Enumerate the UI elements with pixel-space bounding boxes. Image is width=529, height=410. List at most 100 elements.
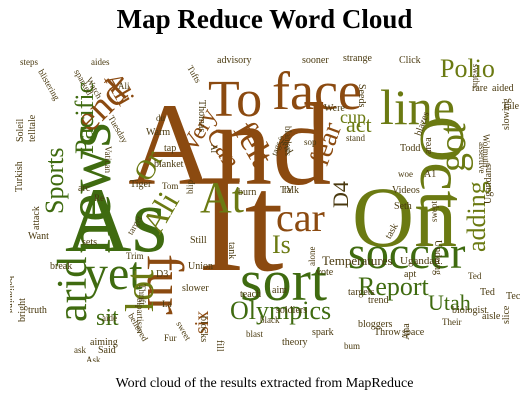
cloud-word: Utah: [428, 290, 471, 315]
cloud-word: bright: [17, 298, 28, 322]
cloud-word: Fur: [164, 333, 177, 343]
cloud-word: blocks: [198, 316, 209, 343]
cloud-word: apt: [404, 269, 417, 280]
cloud-word: cup: [340, 107, 366, 127]
cloud-word: space: [402, 327, 425, 338]
cloud-word: aisle: [482, 311, 501, 322]
cloud-word: Thomas: [196, 100, 207, 133]
cloud-word: swept: [429, 201, 439, 222]
cloud-word: Polio: [440, 54, 495, 83]
cloud-word: soldiers: [276, 305, 308, 316]
cloud-word: slice: [501, 305, 512, 324]
cloud-word: break: [50, 261, 73, 272]
cloud-word: advisory: [217, 55, 252, 66]
cloud-word: La: [162, 299, 172, 309]
cloud-word: On: [352, 169, 458, 265]
cloud-word: soccer: [348, 227, 466, 278]
cloud-word: Turkish: [14, 161, 25, 192]
cloud-word: black: [260, 315, 280, 325]
cloud-word: It: [198, 146, 284, 301]
cloud-word: aiming: [90, 337, 118, 348]
cloud-word: Ask: [86, 355, 101, 363]
figure-caption: Word cloud of the results extracted from…: [115, 376, 414, 391]
word-cloud: And It On As news To face line Oct sort soccer yet c…: [10, 44, 520, 363]
cloud-word: aides: [91, 57, 110, 67]
cloud-word: Temperatures: [322, 253, 393, 268]
cloud-word: Seeds: [356, 84, 367, 108]
cloud-word: Trim: [126, 251, 144, 261]
cloud-word: Still: [190, 235, 207, 246]
cloud-word: stand: [346, 133, 365, 143]
cloud-word: TV: [280, 185, 294, 196]
cloud-word: yet: [84, 247, 143, 300]
cloud-word: face: [272, 61, 362, 121]
cloud-word: sit: [96, 305, 119, 331]
cloud-word: bipartisan: [135, 298, 145, 334]
cloud-word: aided: [492, 83, 514, 94]
cloud-word: believing: [10, 276, 15, 314]
cloud-word: Click: [399, 55, 421, 66]
cloud-word: Said: [98, 345, 116, 356]
cloud-word: swaths: [471, 64, 481, 89]
cloud-word: Vatican: [103, 146, 113, 173]
cloud-word: Report: [358, 272, 429, 301]
cloud-word: bloggers: [358, 319, 393, 330]
cloud-word: aide: [102, 313, 117, 323]
cloud-word: And: [128, 79, 332, 210]
cloud-word: biologist: [452, 305, 488, 316]
cloud-word: Throw: [374, 327, 401, 338]
cloud-word: truth: [28, 305, 47, 316]
cloud-word: D3: [156, 269, 169, 280]
cloud-word: spark: [312, 327, 334, 338]
cloud-word: woe: [398, 169, 413, 179]
cloud-word: Seth: [394, 201, 412, 212]
cloud-word: Soleil: [15, 118, 26, 142]
cloud-word: At: [200, 173, 244, 222]
cloud-word: ask: [74, 345, 86, 355]
cloud-word: strange: [343, 53, 372, 64]
cloud-word: sweet: [174, 319, 194, 343]
cloud-word: Union: [188, 261, 213, 272]
cloud-word: sooner: [302, 55, 329, 66]
cloud-word: talk: [284, 185, 299, 196]
cloud-word: Re: [94, 193, 104, 203]
cloud-word: A1: [424, 169, 437, 180]
cloud-word: D4: [328, 181, 353, 208]
cloud-word: Ali: [118, 81, 130, 91]
cloud-word: As: [65, 169, 168, 271]
cloud-word: blast: [246, 329, 263, 339]
cloud-word: Tech: [506, 291, 520, 302]
cloud-word: burn: [238, 187, 257, 198]
cloud-word: du: [156, 113, 165, 123]
cloud-word: telltale: [27, 114, 38, 142]
cloud-word: assertive: [477, 142, 487, 174]
cloud-word: blistering: [36, 67, 62, 102]
cloud-word: teach: [240, 289, 262, 300]
cloud-word: Al: [209, 144, 219, 153]
cloud-word: Olympics: [230, 296, 332, 325]
cloud-word: Ana: [401, 323, 412, 340]
cloud-word: act: [346, 112, 372, 137]
cloud-word: theory: [282, 337, 308, 348]
cloud-word: vote: [316, 267, 334, 278]
cloud-word: area: [423, 137, 434, 154]
cloud-word: targets: [348, 287, 375, 298]
cloud-word: Undoing: [432, 240, 443, 275]
cloud-word: Todd: [400, 143, 421, 154]
cloud-word: slower: [182, 283, 209, 294]
cloud-word: Were: [324, 103, 345, 114]
cloud-word: alone: [307, 246, 317, 267]
cloud-word: Tale: [502, 101, 520, 112]
cloud-word: tank: [226, 242, 237, 260]
cloud-word: Sports: [40, 147, 69, 214]
cloud-word: Ted: [480, 287, 495, 298]
cloud-word: sort: [240, 248, 327, 313]
cloud-word: steps: [20, 57, 38, 67]
cloud-word: Ugandan: [400, 255, 440, 267]
cloud-word: To: [208, 71, 263, 128]
cloud-word: fill: [214, 340, 225, 352]
cloud-word: Warm: [146, 127, 171, 138]
cloud-word: arc: [78, 183, 91, 194]
cloud-word: sets: [82, 237, 97, 248]
cloud-word: got: [432, 123, 474, 172]
